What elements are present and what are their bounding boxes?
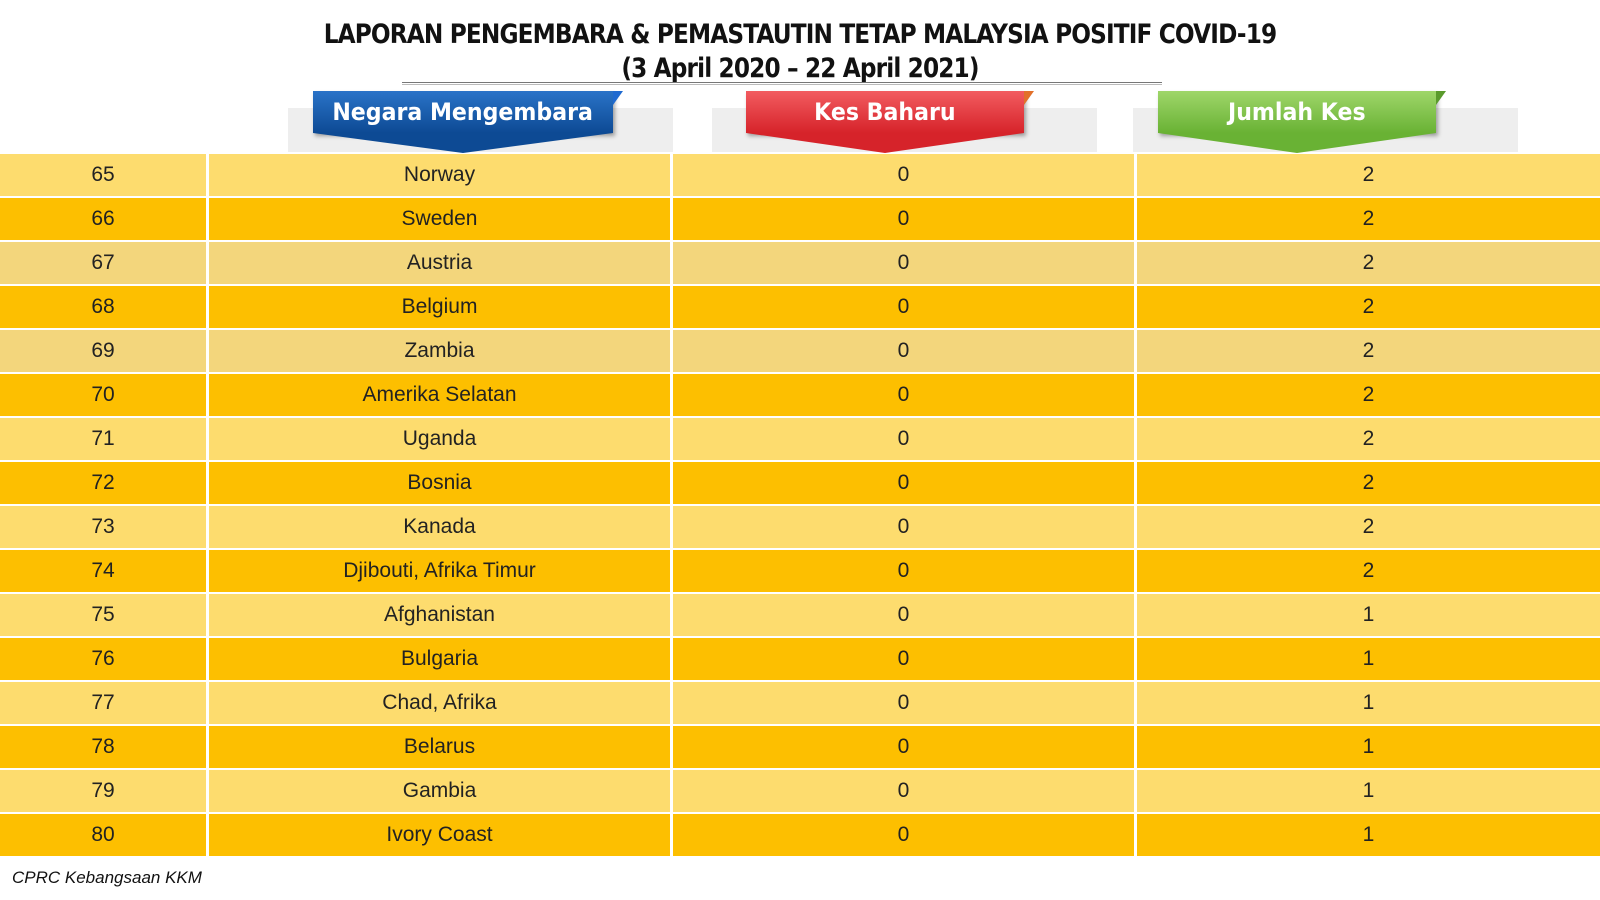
new-cases-cell: 0: [673, 770, 1134, 812]
table-row: 78 Belarus 0 1: [0, 726, 1600, 768]
new-cases-cell: 0: [673, 682, 1134, 724]
table-row: 67 Austria 0 2: [0, 242, 1600, 284]
new-cases-cell: 0: [673, 638, 1134, 680]
total-cases-cell: 1: [1137, 638, 1600, 680]
row-number-cell: 70: [0, 374, 206, 416]
new-cases-cell: 0: [673, 726, 1134, 768]
table-row: 72 Bosnia 0 2: [0, 462, 1600, 504]
source-footer: CPRC Kebangsaan KKM: [12, 868, 202, 887]
row-number-cell: 72: [0, 462, 206, 504]
header-fold: [613, 91, 623, 105]
new-cases-cell: 0: [673, 286, 1134, 328]
country-cell: Bosnia: [209, 462, 670, 504]
total-cases-cell: 2: [1137, 462, 1600, 504]
row-number-cell: 71: [0, 418, 206, 460]
row-number-cell: 69: [0, 330, 206, 372]
cases-table: 65 Norway 0 2 66 Sweden 0 2 67 Austria 0 2 68 Belgium…: [0, 154, 1600, 858]
column-header-total-cases-label: Jumlah Kes: [1228, 98, 1366, 126]
table-row: 71 Uganda 0 2: [0, 418, 1600, 460]
table-row: 73 Kanada 0 2: [0, 506, 1600, 548]
row-number-cell: 73: [0, 506, 206, 548]
report-title-line2: (3 April 2020 – 22 April 2021): [621, 53, 979, 84]
header-pointer: [746, 133, 1024, 153]
table-row: 74 Djibouti, Afrika Timur 0 2: [0, 550, 1600, 592]
row-number-cell: 66: [0, 198, 206, 240]
total-cases-cell: 1: [1137, 726, 1600, 768]
column-header-country: Negara Mengembara: [313, 91, 623, 153]
row-number-cell: 77: [0, 682, 206, 724]
column-header-new-cases-label: Kes Baharu: [814, 98, 956, 126]
total-cases-cell: 2: [1137, 418, 1600, 460]
country-cell: Zambia: [209, 330, 670, 372]
country-cell: Austria: [209, 242, 670, 284]
total-cases-cell: 2: [1137, 198, 1600, 240]
country-cell: Belarus: [209, 726, 670, 768]
row-number-cell: 80: [0, 814, 206, 856]
table-row: 66 Sweden 0 2: [0, 198, 1600, 240]
table-row: 65 Norway 0 2: [0, 154, 1600, 196]
country-cell: Uganda: [209, 418, 670, 460]
report-title: LAPORAN PENGEMBARA & PEMASTAUTIN TETAP M…: [0, 18, 1600, 86]
table-row: 75 Afghanistan 0 1: [0, 594, 1600, 636]
column-header-total-cases: Jumlah Kes: [1158, 91, 1446, 153]
country-cell: Ivory Coast: [209, 814, 670, 856]
table-row: 76 Bulgaria 0 1: [0, 638, 1600, 680]
header-pointer: [313, 133, 613, 153]
country-cell: Norway: [209, 154, 670, 196]
country-cell: Belgium: [209, 286, 670, 328]
new-cases-cell: 0: [673, 330, 1134, 372]
new-cases-cell: 0: [673, 814, 1134, 856]
total-cases-cell: 1: [1137, 770, 1600, 812]
new-cases-cell: 0: [673, 550, 1134, 592]
country-cell: Kanada: [209, 506, 670, 548]
new-cases-cell: 0: [673, 242, 1134, 284]
total-cases-cell: 1: [1137, 682, 1600, 724]
country-cell: Bulgaria: [209, 638, 670, 680]
country-cell: Chad, Afrika: [209, 682, 670, 724]
table-row: 69 Zambia 0 2: [0, 330, 1600, 372]
new-cases-cell: 0: [673, 154, 1134, 196]
total-cases-cell: 2: [1137, 286, 1600, 328]
total-cases-cell: 2: [1137, 330, 1600, 372]
new-cases-cell: 0: [673, 374, 1134, 416]
row-number-cell: 68: [0, 286, 206, 328]
row-number-cell: 76: [0, 638, 206, 680]
country-cell: Gambia: [209, 770, 670, 812]
country-cell: Sweden: [209, 198, 670, 240]
row-number-cell: 79: [0, 770, 206, 812]
row-number-cell: 74: [0, 550, 206, 592]
new-cases-cell: 0: [673, 594, 1134, 636]
new-cases-cell: 0: [673, 418, 1134, 460]
country-cell: Amerika Selatan: [209, 374, 670, 416]
total-cases-cell: 2: [1137, 374, 1600, 416]
table-row: 70 Amerika Selatan 0 2: [0, 374, 1600, 416]
report-title-line1: LAPORAN PENGEMBARA & PEMASTAUTIN TETAP M…: [323, 19, 1277, 50]
table-row: 79 Gambia 0 1: [0, 770, 1600, 812]
table-row: 68 Belgium 0 2: [0, 286, 1600, 328]
title-underline: [402, 82, 1162, 85]
row-number-cell: 65: [0, 154, 206, 196]
header-pointer: [1158, 133, 1436, 153]
header-fold: [1024, 91, 1034, 105]
new-cases-cell: 0: [673, 198, 1134, 240]
total-cases-cell: 2: [1137, 550, 1600, 592]
new-cases-cell: 0: [673, 506, 1134, 548]
country-cell: Djibouti, Afrika Timur: [209, 550, 670, 592]
total-cases-cell: 2: [1137, 154, 1600, 196]
total-cases-cell: 1: [1137, 814, 1600, 856]
column-header-country-label: Negara Mengembara: [332, 98, 594, 126]
total-cases-cell: 1: [1137, 594, 1600, 636]
table-row: 77 Chad, Afrika 0 1: [0, 682, 1600, 724]
row-number-cell: 67: [0, 242, 206, 284]
total-cases-cell: 2: [1137, 242, 1600, 284]
header-fold: [1436, 91, 1446, 105]
row-number-cell: 75: [0, 594, 206, 636]
table-row: 80 Ivory Coast 0 1: [0, 814, 1600, 856]
country-cell: Afghanistan: [209, 594, 670, 636]
row-number-cell: 78: [0, 726, 206, 768]
new-cases-cell: 0: [673, 462, 1134, 504]
total-cases-cell: 2: [1137, 506, 1600, 548]
column-header-new-cases: Kes Baharu: [746, 91, 1034, 153]
